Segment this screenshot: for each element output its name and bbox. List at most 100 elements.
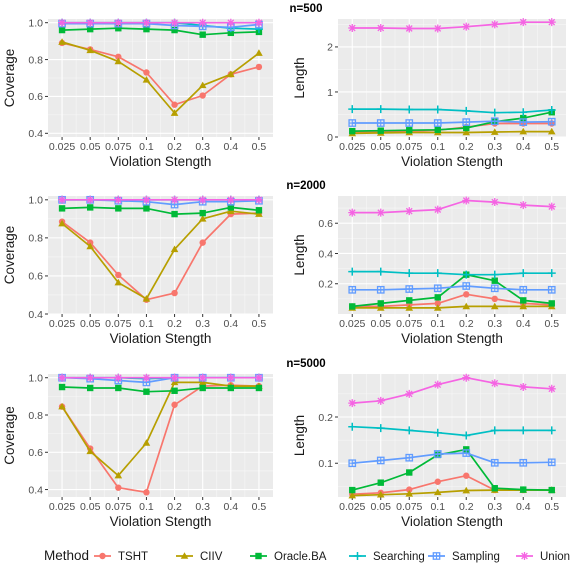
- data-point: [114, 373, 123, 382]
- series-Searching: [348, 422, 556, 440]
- x-tick-label: 0.025: [339, 501, 365, 513]
- data-point: [547, 18, 556, 27]
- data-point: [143, 205, 150, 212]
- legend-item-Searching: Searching: [349, 551, 425, 563]
- x-tick-label: 0.2: [459, 318, 474, 330]
- data-point: [491, 485, 498, 492]
- data-point: [199, 31, 206, 38]
- data-point: [406, 486, 413, 493]
- data-point: [348, 285, 357, 294]
- x-tick-label: 0.4: [224, 318, 239, 330]
- series-Oracle.BA: [58, 204, 263, 218]
- data-point: [462, 270, 471, 279]
- x-tick-label: 0.075: [396, 501, 422, 513]
- legend-key-marker: [432, 552, 441, 560]
- series-line: [352, 452, 552, 465]
- x-tick-label: 0.4: [224, 141, 239, 153]
- series-line: [61, 381, 259, 477]
- data-point: [115, 53, 122, 60]
- series-line: [62, 27, 259, 36]
- data-point: [519, 426, 528, 435]
- y-tick-label: 0.8: [28, 233, 43, 245]
- legend-key-marker: [99, 552, 106, 560]
- x-axis-label: Violation Stength: [401, 514, 503, 529]
- y-tick-label: 0.4: [28, 309, 43, 321]
- data-point: [519, 302, 528, 310]
- data-point: [114, 57, 123, 65]
- data-point: [547, 117, 556, 126]
- data-point: [405, 285, 414, 293]
- data-point: [255, 210, 263, 217]
- data-point: [142, 18, 151, 27]
- x-axis-label: Violation Stength: [401, 331, 503, 346]
- data-point: [198, 215, 207, 222]
- data-point: [490, 128, 499, 135]
- data-point: [86, 195, 95, 204]
- data-point: [376, 396, 385, 405]
- data-point: [490, 379, 499, 388]
- y-tick-label: 0.4: [28, 484, 43, 496]
- data-point: [462, 282, 471, 290]
- data-point: [433, 24, 442, 33]
- data-point: [142, 439, 151, 446]
- data-point: [86, 18, 95, 27]
- data-point: [255, 384, 263, 392]
- x-tick-label: 0.5: [252, 141, 267, 153]
- data-point: [143, 25, 150, 33]
- series-line: [352, 425, 552, 437]
- legend-label: CIIV: [200, 551, 223, 563]
- legend-key-marker: [255, 552, 262, 560]
- data-point: [463, 291, 470, 298]
- x-tick-label: 0.5: [252, 318, 267, 330]
- data-point: [86, 447, 94, 455]
- data-point: [171, 289, 178, 297]
- data-point: [255, 49, 263, 56]
- data-point: [547, 384, 556, 393]
- data-point: [58, 205, 66, 212]
- y-tick-label: 1.0: [28, 17, 43, 29]
- row-title: n=2000: [286, 180, 325, 192]
- data-point: [199, 92, 206, 99]
- y-tick-label: 0.8: [28, 410, 43, 422]
- data-point: [58, 38, 66, 45]
- data-point: [377, 300, 384, 307]
- data-point: [227, 29, 235, 37]
- data-point: [547, 202, 556, 211]
- y-axis-label: Length: [292, 234, 307, 275]
- data-point: [405, 105, 414, 114]
- data-point: [254, 18, 263, 27]
- x-tick-label: 0.05: [371, 318, 392, 330]
- data-point: [462, 22, 471, 31]
- x-tick-label: 0.4: [224, 501, 239, 513]
- data-point: [433, 284, 442, 293]
- data-point: [115, 384, 122, 392]
- series-line: [352, 376, 552, 404]
- data-point: [170, 18, 179, 27]
- series-line: [352, 273, 552, 308]
- x-tick-label: 0.4: [516, 141, 531, 153]
- series-line: [62, 206, 259, 215]
- coverage-panel: 0.4 0.6 0.8 1.0 0.025 0.05 0.075 0.1 0.2 0.3 0.4 0.…: [2, 373, 273, 529]
- data-point: [86, 373, 95, 382]
- data-point: [490, 20, 499, 29]
- data-point: [348, 399, 357, 408]
- data-point: [462, 196, 471, 205]
- data-point: [519, 458, 528, 467]
- series-Searching: [348, 267, 556, 279]
- data-point: [405, 426, 414, 435]
- data-point: [86, 384, 94, 392]
- data-point: [349, 486, 356, 494]
- data-point: [198, 18, 207, 27]
- data-point: [348, 119, 357, 127]
- length-panel: 0.2 0.4 0.6 0.025 0.05 0.075 0.1 0.2 0.3 0.4 0.5 Vi…: [292, 196, 566, 346]
- x-tick-label: 0.05: [80, 318, 101, 330]
- x-tick-label: 0.2: [167, 318, 182, 330]
- data-point: [349, 127, 356, 135]
- series-line: [352, 448, 552, 491]
- data-point: [58, 219, 66, 227]
- y-tick-label: 0.2: [318, 412, 333, 424]
- legend-label: TSHT: [118, 551, 148, 563]
- series-Union: [348, 196, 556, 217]
